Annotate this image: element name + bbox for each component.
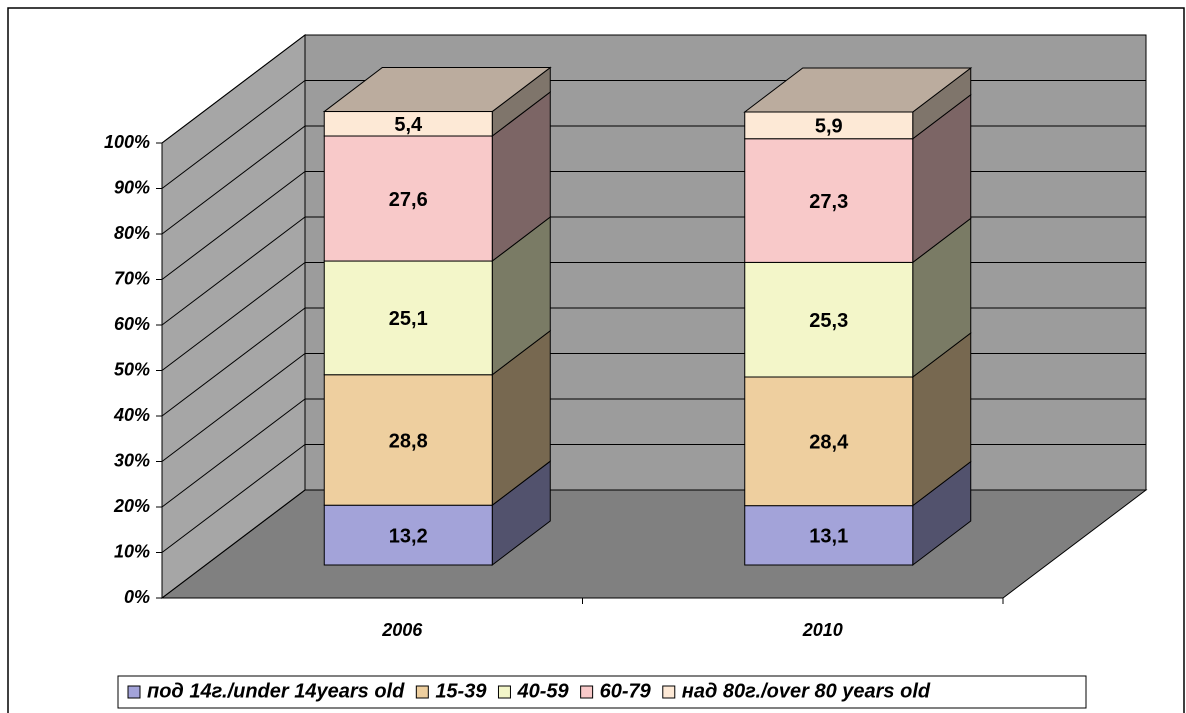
grid-line	[161, 489, 306, 599]
bar	[323, 374, 493, 506]
data-label: 25,1	[389, 308, 428, 330]
legend-swatch	[127, 685, 141, 699]
legend-label: 40-59	[516, 680, 569, 702]
legend-label: над 80г./over 80 years old	[682, 680, 931, 702]
data-label: 13,2	[389, 525, 428, 547]
y-tick-label: 30%	[114, 450, 150, 470]
grid-line	[161, 216, 306, 326]
grid-line	[161, 353, 306, 462]
x-tick-label: 2010	[802, 620, 843, 640]
data-label: 13,1	[809, 526, 848, 548]
legend-label: под 14г./under 14years old	[147, 680, 405, 702]
grid-line	[161, 398, 306, 508]
data-label: 28,4	[809, 432, 849, 454]
y-tick-label: 20%	[113, 496, 150, 516]
data-label: 28,8	[389, 430, 428, 452]
grid-line	[161, 262, 306, 371]
bar	[744, 261, 914, 378]
legend-swatch	[662, 685, 676, 699]
grid-line	[161, 307, 306, 417]
legend-box	[117, 675, 1087, 709]
grid-line	[161, 444, 306, 553]
floor	[160, 489, 1148, 599]
bar	[323, 260, 493, 376]
y-tick-label: 50%	[114, 359, 150, 379]
bar	[744, 376, 914, 507]
bar-top	[743, 67, 973, 113]
x-tick-label: 2006	[381, 620, 423, 640]
y-tick-label: 100%	[104, 132, 150, 152]
y-tick-label: 0%	[124, 587, 150, 607]
data-label: 27,3	[809, 191, 848, 213]
bar	[323, 504, 493, 566]
data-label: 25,3	[809, 310, 848, 332]
y-tick-label: 80%	[114, 223, 150, 243]
grid-line	[161, 171, 306, 280]
y-tick-label: 60%	[114, 314, 150, 334]
y-tick-label: 10%	[114, 541, 150, 561]
grid-line	[161, 80, 306, 189]
y-tick-label: 70%	[114, 268, 150, 288]
data-label: 5,9	[815, 116, 843, 138]
bar	[744, 505, 914, 566]
y-tick-label: 90%	[114, 177, 150, 197]
bar	[323, 111, 493, 137]
legend-swatch	[497, 685, 511, 699]
legend-swatch	[580, 685, 594, 699]
data-label: 27,6	[389, 189, 428, 211]
bar	[744, 111, 914, 140]
legend-swatch	[415, 685, 429, 699]
legend-label: 60-79	[600, 680, 652, 702]
data-label: 5,4	[394, 114, 423, 136]
bar	[323, 135, 493, 262]
bar-top	[322, 67, 552, 113]
grid-line	[161, 34, 306, 144]
y-tick-label: 40%	[113, 405, 150, 425]
grid-line	[161, 125, 306, 235]
legend-label: 15-39	[435, 680, 487, 702]
